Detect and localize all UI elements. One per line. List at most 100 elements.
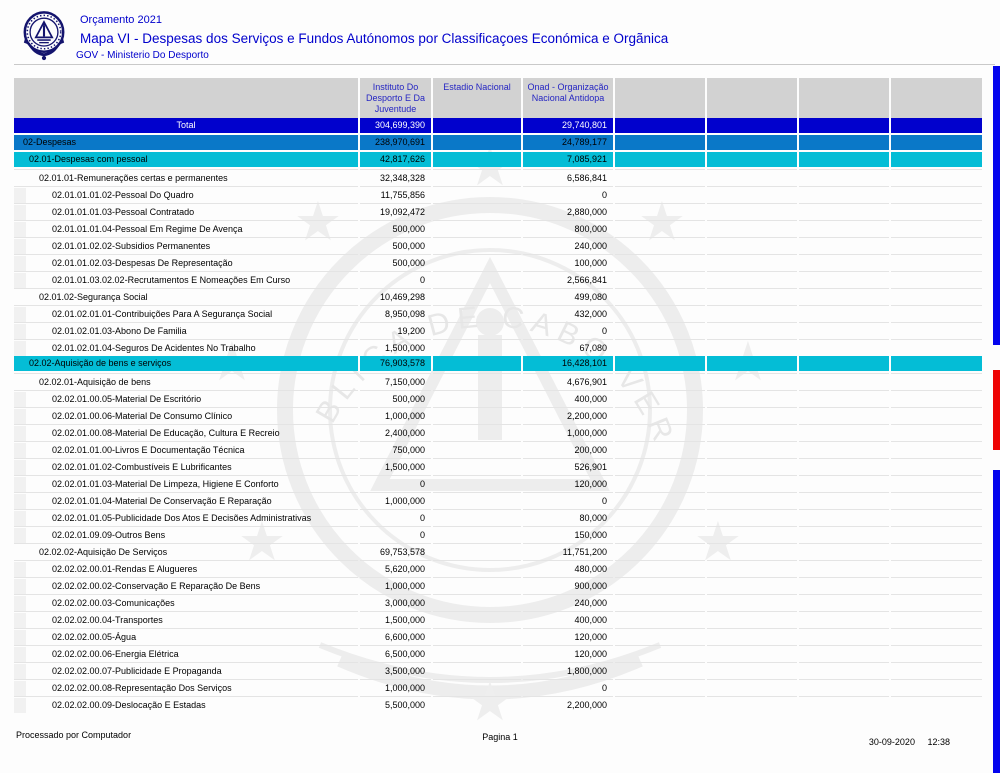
cell-value: 1,000,000 (360, 407, 431, 424)
cell-value (891, 322, 982, 339)
cell-value (615, 288, 705, 305)
cell-value (891, 356, 982, 371)
cell-value: 150,000 (523, 526, 613, 543)
cell-value (433, 118, 521, 133)
cell-value (891, 152, 982, 167)
cell-value: 800,000 (523, 220, 613, 237)
row-label: 02.01.02.01.04-Seguros De Acidentes No T… (14, 339, 358, 356)
footer-date: 30-09-2020 (868, 737, 915, 747)
cell-value (891, 611, 982, 628)
row-label: 02.02.01.00.08-Material De Educação, Cul… (14, 424, 358, 441)
cell-value (615, 118, 705, 133)
cell-value: 240,000 (523, 594, 613, 611)
cell-value: 500,000 (360, 390, 431, 407)
table-row: 02.01.02.01.01-Contribuições Para A Segu… (14, 305, 982, 322)
cell-value: 1,000,000 (360, 492, 431, 509)
row-label: 02.02.02.00.05-Água (14, 628, 358, 645)
cell-value (615, 679, 705, 696)
cell-value: 76,903,578 (360, 356, 431, 371)
cell-value (891, 526, 982, 543)
cell-value (707, 254, 797, 271)
cell-value (433, 509, 521, 526)
cell-value (707, 152, 797, 167)
cell-value (799, 645, 889, 662)
cell-value (799, 390, 889, 407)
cell-value (615, 237, 705, 254)
edge-bar-red (993, 370, 1000, 450)
table-row: 02.02.01.01.00-Livros E Documentação Téc… (14, 441, 982, 458)
cell-value: 526,901 (523, 458, 613, 475)
cell-value (433, 186, 521, 203)
cell-value (707, 339, 797, 356)
cell-value (433, 628, 521, 645)
cell-value (433, 339, 521, 356)
row-label: 02.01.02-Segurança Social (14, 288, 358, 305)
row-label: 02.02.01.00.06-Material De Consumo Clíni… (14, 407, 358, 424)
cell-value (891, 560, 982, 577)
cell-value (615, 645, 705, 662)
table-row: 02.01.02.01.03-Abono De Familia 19,200 0 (14, 322, 982, 339)
table-row: 02.02.01.01.05-Publicidade Dos Atos E De… (14, 509, 982, 526)
cell-value (615, 407, 705, 424)
cell-value: 2,200,000 (523, 696, 613, 713)
cell-value (433, 577, 521, 594)
cell-value (707, 118, 797, 133)
cell-value (799, 543, 889, 560)
indent-gutter (14, 307, 26, 322)
cell-value: 2,566,841 (523, 271, 613, 288)
cell-value (707, 543, 797, 560)
cell-value: 80,000 (523, 509, 613, 526)
cell-value (891, 288, 982, 305)
cell-value (433, 322, 521, 339)
cell-value (891, 186, 982, 203)
cell-value: 240,000 (523, 237, 613, 254)
cell-value (891, 237, 982, 254)
page-title: Mapa VI - Despesas dos Serviços e Fundos… (80, 31, 669, 46)
cell-value (707, 611, 797, 628)
cell-value (891, 696, 982, 713)
cell-value (707, 560, 797, 577)
row-label: 02.02.01.01.00-Livros E Documentação Téc… (14, 441, 358, 458)
indent-gutter (14, 494, 26, 509)
cell-value: 6,500,000 (360, 645, 431, 662)
budget-table: Instituto Do Desporto E Da Juventude Esta… (14, 78, 982, 713)
row-label: 02.01.01.01.03-Pessoal Contratado (14, 203, 358, 220)
cell-value: 4,676,901 (523, 373, 613, 390)
cell-value (707, 594, 797, 611)
cell-value (799, 169, 889, 186)
table-row: 02.02.01.01.04-Material De Conservação E… (14, 492, 982, 509)
column-header (799, 78, 889, 118)
cell-value: 11,751,200 (523, 543, 613, 560)
cell-value (433, 560, 521, 577)
cell-value (891, 645, 982, 662)
cell-value: 8,950,098 (360, 305, 431, 322)
cell-value: 1,000,000 (360, 679, 431, 696)
table-row: 02.02.02.00.04-Transportes 1,500,000 400,0… (14, 611, 982, 628)
table-row: 02.02.01.09.09-Outros Bens 0 150,000 (14, 526, 982, 543)
cell-value (891, 492, 982, 509)
indent-gutter (14, 324, 26, 339)
cell-value: 69,753,578 (360, 543, 431, 560)
cell-value (707, 135, 797, 150)
indent-gutter (14, 443, 26, 458)
row-label: 02.02.01.09.09-Outros Bens (14, 526, 358, 543)
table-row: 02.02.01.00.06-Material De Consumo Clíni… (14, 407, 982, 424)
edge-bar-blue-top (993, 66, 1000, 345)
cell-value (433, 492, 521, 509)
table-row: 02-Despesas 238,970,691 24,789,177 (14, 135, 982, 150)
cell-value (433, 390, 521, 407)
row-label: 02.01.01.01.02-Pessoal Do Quadro (14, 186, 358, 203)
cell-value (799, 509, 889, 526)
cell-value (433, 407, 521, 424)
footer-page-number: Pagina 1 (482, 732, 518, 742)
cell-value (433, 305, 521, 322)
indent-gutter (14, 409, 26, 424)
cell-value (707, 271, 797, 288)
indent-gutter (14, 222, 26, 237)
cell-value (891, 509, 982, 526)
table-row: 02.02.02.00.05-Água 6,600,000 120,000 (14, 628, 982, 645)
cell-value: 0 (523, 679, 613, 696)
cell-value (615, 220, 705, 237)
indent-gutter (14, 681, 26, 696)
table-body: Total 304,699,390 29,740,801 02-Despesas 238… (14, 118, 982, 713)
